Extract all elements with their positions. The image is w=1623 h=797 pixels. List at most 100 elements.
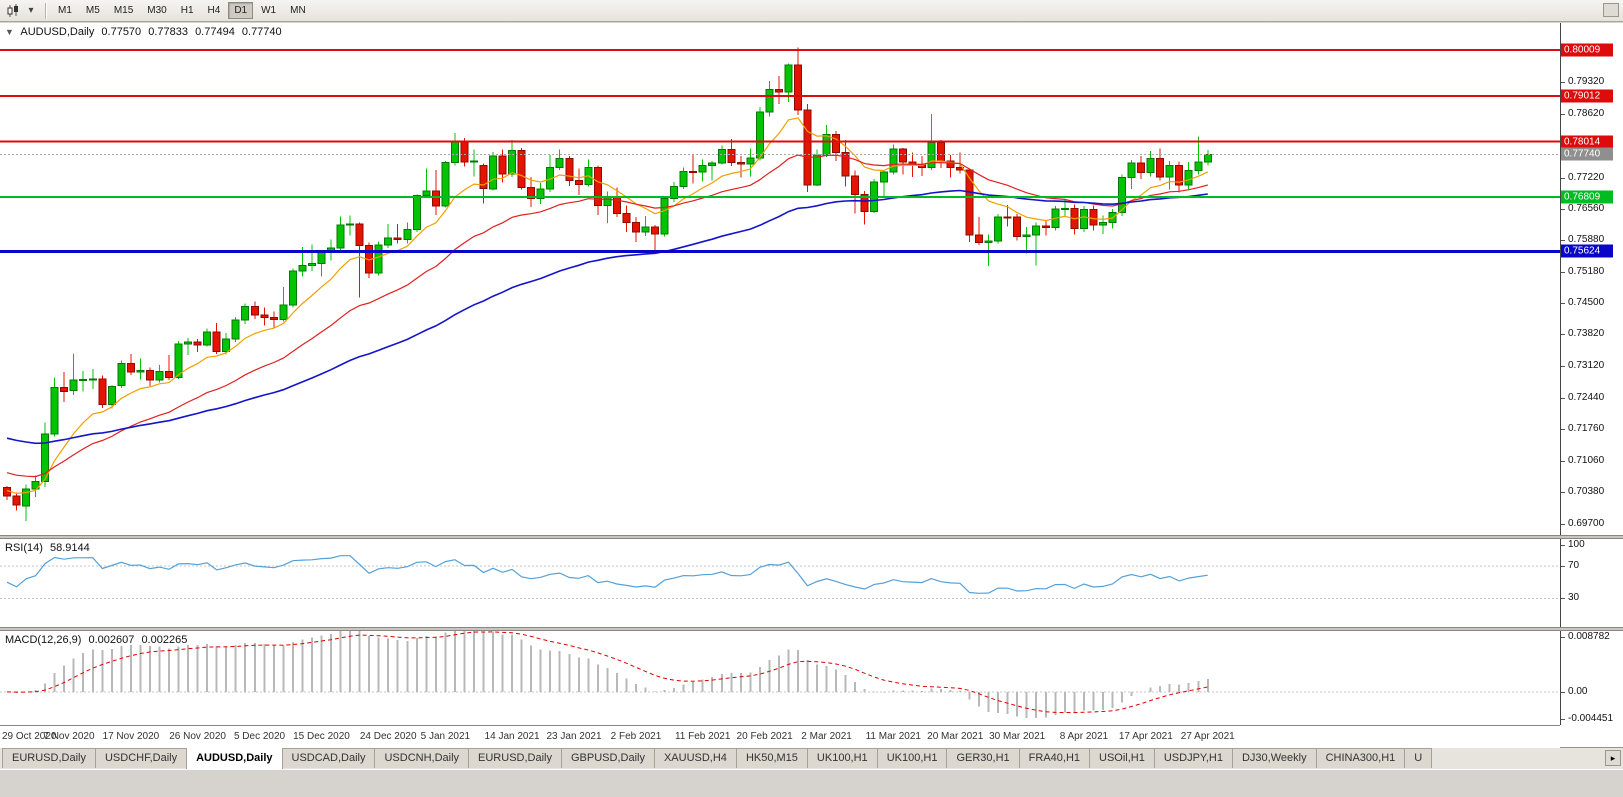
axis-tick-mark — [1561, 691, 1565, 693]
macd-signal-value: 0.002265 — [141, 634, 188, 646]
time-axis[interactable]: 29 Oct 2020 7 Nov 2020 17 Nov 2020 26 Nov 2… — [0, 725, 1560, 748]
chart-tab-uk100-h1[interactable]: UK100,H1 — [806, 748, 878, 768]
macd-axis-label: 0.00 — [1568, 685, 1588, 697]
timeframe-button-m15[interactable]: M15 — [108, 2, 139, 19]
axis-tick-mark — [1561, 239, 1565, 241]
time-axis-label: 11 Feb 2021 — [674, 731, 731, 742]
candlestick-plot[interactable] — [0, 23, 1560, 535]
timeframe-button-h1[interactable]: H1 — [175, 2, 200, 19]
chart-tab-hk50-m15[interactable]: HK50,M15 — [735, 748, 808, 768]
time-axis-label: 23 Jan 2021 — [546, 731, 602, 742]
chart-tab-china300-h1[interactable]: CHINA300,H1 — [1315, 748, 1406, 768]
time-axis-label: 20 Feb 2021 — [736, 731, 793, 742]
axis-tick-mark — [1561, 303, 1565, 305]
rsi-name: RSI(14) — [5, 542, 43, 554]
time-axis-label: 24 Dec 2020 — [359, 731, 417, 742]
price-tick-label: 0.74500 — [1568, 297, 1605, 309]
price-tick-label: 0.70380 — [1568, 486, 1605, 498]
price-level-badge: 0.75624 — [1561, 244, 1613, 258]
timeframe-button-d1[interactable]: D1 — [228, 2, 254, 19]
candlestick-icon — [7, 3, 18, 17]
time-axis-label: 20 Mar 2021 — [927, 731, 984, 742]
toolbar-right-group — [1603, 3, 1619, 18]
chart-info-line: ▼ AUDUSD,Daily 0.77570 0.77833 0.77494 0… — [5, 26, 286, 38]
axis-tick-mark — [1561, 208, 1565, 210]
rsi-axis-label: 30 — [1568, 592, 1580, 604]
price-tick-label: 0.75180 — [1568, 265, 1605, 277]
main-chart-pane[interactable]: ▼ AUDUSD,Daily 0.77570 0.77833 0.77494 0… — [0, 23, 1560, 535]
chart-tab-eurusd-daily[interactable]: EURUSD,Daily — [468, 748, 562, 768]
status-bar — [0, 769, 1623, 797]
rsi-axis-label: 70 — [1568, 559, 1580, 571]
price-tick-label: 0.71760 — [1568, 422, 1605, 434]
chart-tab-gbpusd-daily[interactable]: GBPUSD,Daily — [561, 748, 655, 768]
macd-axis-label: -0.004451 — [1568, 713, 1614, 724]
rsi-pane[interactable]: RSI(14) 58.9144 — [0, 539, 1560, 627]
timeframe-group: M1 M5 M15 M30 H1 H4 D1 W1 MN — [51, 2, 313, 19]
toolbar-misc-button[interactable] — [1603, 3, 1619, 17]
timeframe-button-m5[interactable]: M5 — [80, 2, 106, 19]
pane-splitter-rsi[interactable] — [0, 535, 1623, 539]
price-level-badge: 0.79012 — [1561, 89, 1613, 103]
chart-tab-usdcad-daily[interactable]: USDCAD,Daily — [281, 748, 376, 768]
axis-tick-mark — [1561, 366, 1565, 368]
chart-tab-audusd-daily[interactable]: AUDUSD,Daily — [186, 747, 283, 769]
chart-tab-dj30-weekly[interactable]: DJ30,Weekly — [1231, 748, 1317, 768]
chart-tab-bar: EURUSD,Daily USDCHF,Daily AUDUSD,Daily USDC… — [0, 747, 1623, 769]
chart-type-dropdown-arrow[interactable]: ▾ — [28, 5, 34, 16]
price-scale[interactable]: 0.79320 0.78620 0.77220 0.76560 0.75880 0.751… — [1560, 23, 1623, 725]
time-axis-label: 2 Mar 2021 — [801, 731, 852, 742]
chart-tab-ger30-h1[interactable]: GER30,H1 — [946, 748, 1020, 768]
axis-tick-mark — [1561, 461, 1565, 463]
chart-tab-usdjpy-h1[interactable]: USDJPY,H1 — [1153, 748, 1233, 768]
macd-info-line: MACD(12,26,9) 0.002607 0.002265 — [5, 634, 191, 646]
chart-type-icon[interactable] — [4, 2, 22, 20]
chart-tab-usoil-h1[interactable]: USOil,H1 — [1089, 748, 1155, 768]
axis-tick-mark — [1561, 637, 1565, 638]
time-axis-label: 7 Nov 2020 — [43, 731, 95, 742]
chart-tab-usdchf-daily[interactable]: USDCHF,Daily — [94, 748, 188, 768]
ohlc-low: 0.77494 — [195, 26, 235, 38]
pane-splitter-macd[interactable] — [0, 627, 1623, 631]
time-axis-label: 26 Nov 2020 — [169, 731, 226, 742]
tab-scroll-right-button[interactable]: ▸ — [1605, 750, 1621, 766]
axis-tick-mark — [1561, 271, 1565, 273]
collapse-arrow-icon[interactable]: ▼ — [5, 27, 14, 37]
axis-tick-mark — [1561, 81, 1565, 83]
price-tick-label: 0.75880 — [1568, 233, 1605, 245]
current-price-badge: 0.77740 — [1561, 147, 1613, 161]
macd-plot — [0, 631, 1560, 718]
chart-tab-uk100-h1[interactable]: UK100,H1 — [876, 748, 948, 768]
axis-tick-mark — [1561, 545, 1565, 546]
time-axis-label: 29 Oct 2020 — [2, 731, 57, 742]
chart-tab-eurusd-daily[interactable]: EURUSD,Daily — [2, 748, 96, 768]
timeframe-button-m30[interactable]: M30 — [141, 2, 172, 19]
chart-tab-usdcnh-daily[interactable]: USDCNH,Daily — [374, 748, 470, 768]
rsi-plot — [0, 555, 1560, 599]
macd-main-value: 0.002607 — [88, 634, 135, 646]
ohlc-close: 0.77740 — [241, 26, 282, 38]
timeframe-button-h4[interactable]: H4 — [202, 2, 227, 19]
chart-tab-fra40-h1[interactable]: FRA40,H1 — [1018, 748, 1091, 768]
time-axis-label: 14 Jan 2021 — [484, 731, 540, 742]
axis-tick-mark — [1561, 334, 1565, 336]
price-tick-label: 0.69700 — [1568, 517, 1605, 529]
price-level-badge: 0.80009 — [1561, 43, 1613, 57]
timeframe-button-w1[interactable]: W1 — [255, 2, 282, 19]
timeframe-button-mn[interactable]: MN — [284, 2, 312, 19]
timeframe-button-m1[interactable]: M1 — [52, 2, 78, 19]
price-tick-label: 0.78620 — [1568, 107, 1605, 119]
axis-tick-mark — [1561, 565, 1565, 567]
chart-tab-xauusd-h4[interactable]: XAUUSD,H4 — [653, 748, 737, 768]
time-axis-label: 27 Apr 2021 — [1180, 731, 1235, 742]
time-axis-label: 2 Feb 2021 — [610, 731, 662, 742]
time-axis-label: 8 Apr 2021 — [1059, 731, 1109, 742]
macd-pane[interactable]: MACD(12,26,9) 0.002607 0.002265 — [0, 631, 1560, 725]
ohlc-high: 0.77833 — [148, 26, 188, 38]
chart-tab-u[interactable]: U — [1404, 748, 1433, 768]
macd-axis-label: 0.008782 — [1568, 631, 1610, 642]
time-axis-label: 17 Apr 2021 — [1118, 731, 1173, 742]
price-tick-label: 0.73820 — [1568, 328, 1605, 340]
axis-tick-mark — [1561, 428, 1565, 430]
time-axis-label: 5 Dec 2020 — [233, 731, 286, 742]
